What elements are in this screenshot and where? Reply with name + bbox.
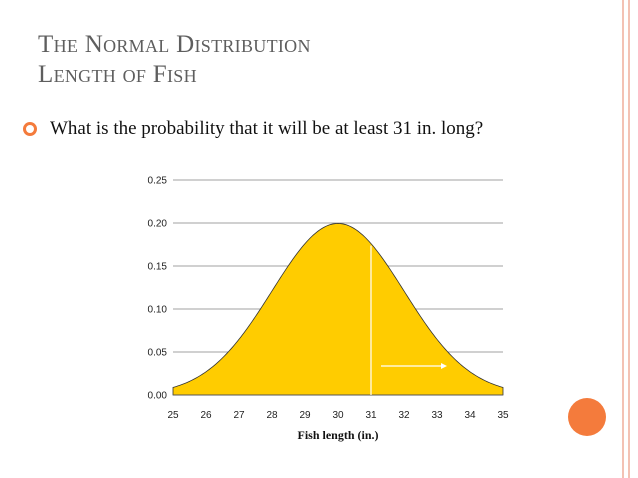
title-line-2: Length of Fish [38, 61, 197, 88]
x-axis-title: Fish length (in.) [297, 428, 378, 442]
distribution-area [172, 223, 504, 396]
title-line-1: The Normal Distribution [38, 31, 311, 58]
x-tick-label: 25 [167, 410, 179, 421]
y-tick-label: 0.15 [148, 262, 168, 273]
y-tick-label: 0.10 [148, 305, 168, 316]
bullet-item: What is the probability that it will be … [22, 114, 483, 144]
right-arrow-head [441, 363, 447, 369]
x-tick-label: 32 [398, 410, 410, 421]
x-tick-label: 33 [431, 410, 443, 421]
x-tick-label: 31 [365, 410, 377, 421]
x-tick-label: 28 [266, 410, 278, 421]
y-tick-label: 0.00 [148, 391, 168, 402]
y-tick-label: 0.20 [148, 219, 168, 230]
x-tick-label: 35 [497, 410, 509, 421]
decorative-orange-circle [568, 398, 606, 436]
x-tick-label: 29 [299, 410, 311, 421]
y-tick-label: 0.05 [148, 348, 168, 359]
x-tick-label: 26 [200, 410, 212, 421]
y-tick-label: 0.25 [148, 176, 168, 187]
slide-title: The Normal Distribution Length of Fish [38, 30, 311, 90]
x-tick-label: 34 [464, 410, 476, 421]
bullet-text: What is the probability that it will be … [50, 118, 484, 139]
bullet-ring-icon [23, 122, 37, 136]
x-tick-label: 27 [233, 410, 245, 421]
slide-border-right [622, 0, 630, 478]
x-tick-label: 30 [332, 410, 344, 421]
